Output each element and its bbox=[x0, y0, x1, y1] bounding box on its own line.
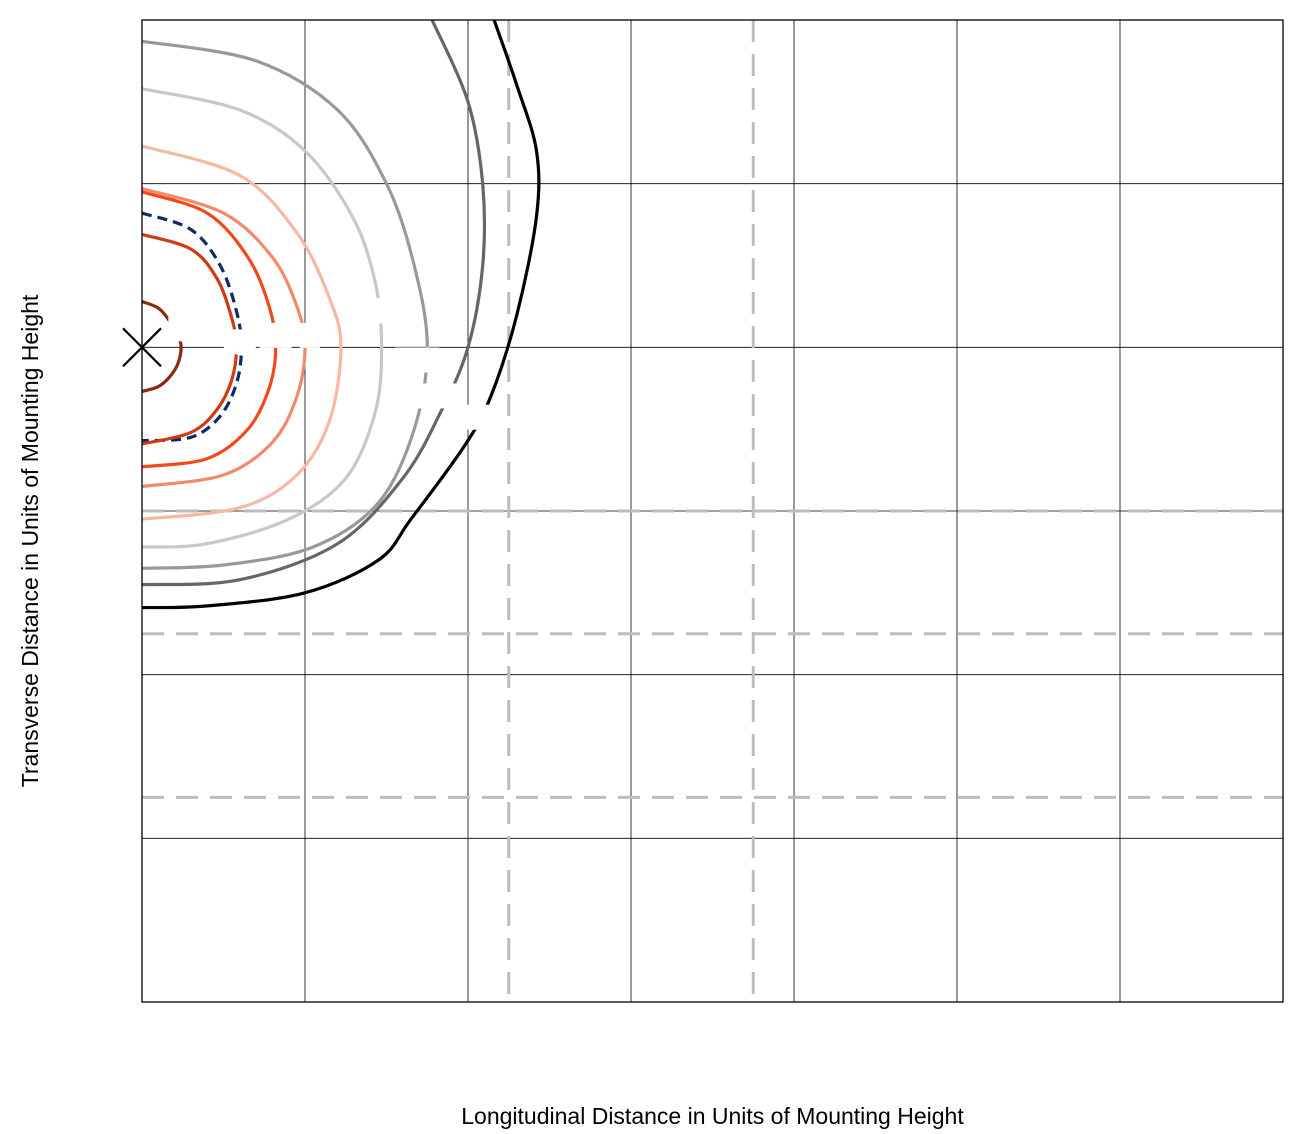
contour-line-1 bbox=[141, 87, 384, 549]
isolux-contours bbox=[141, 19, 541, 610]
contour-label-bg-50 bbox=[168, 316, 201, 342]
contour-label-bg-1 bbox=[376, 298, 397, 324]
contour-line-0.2 bbox=[141, 19, 487, 587]
contour-label-bg-0.5 bbox=[395, 347, 440, 373]
contour-line-50 bbox=[141, 299, 183, 394]
contour-label-bg-10 bbox=[259, 322, 292, 348]
contour-line-0.5 bbox=[141, 39, 429, 570]
x-axis-title: Longitudinal Distance in Units of Mounti… bbox=[461, 1103, 964, 1129]
contour-label-bg-0.1 bbox=[449, 404, 494, 430]
contour-line-2 bbox=[141, 144, 343, 521]
contour-label-bg-20 bbox=[223, 329, 256, 355]
contour-labels bbox=[168, 298, 494, 430]
classification-dashed-lines bbox=[142, 20, 1283, 1002]
contour-label-bg-2 bbox=[343, 304, 364, 330]
y-axis-title: Transverse Distance in Units of Mounting… bbox=[17, 294, 43, 787]
contour-label-bg-5 bbox=[299, 322, 320, 348]
contour-label-bg-0.2 bbox=[418, 383, 463, 409]
plot-area-border bbox=[141, 19, 1284, 1003]
